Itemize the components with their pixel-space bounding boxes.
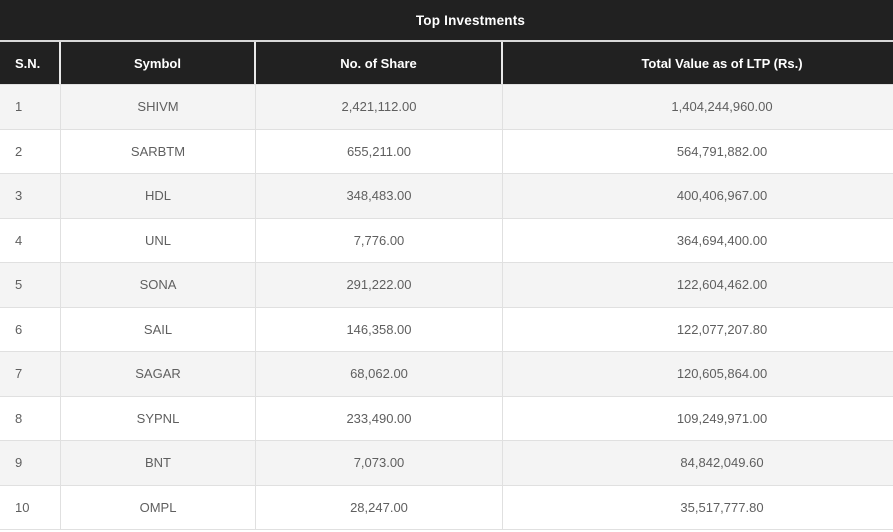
cell-sn: 9 <box>0 441 61 485</box>
cell-sn: 3 <box>0 174 61 218</box>
table-row: 5 SONA 291,222.00 122,604,462.00 <box>0 263 893 308</box>
table-row: 1 SHIVM 2,421,112.00 1,404,244,960.00 <box>0 85 893 130</box>
cell-sn: 2 <box>0 129 61 173</box>
cell-sn: 8 <box>0 396 61 440</box>
table-row: 8 SYPNL 233,490.00 109,249,971.00 <box>0 396 893 441</box>
table-row: 2 SARBTM 655,211.00 564,791,882.00 <box>0 129 893 174</box>
cell-total-value: 364,694,400.00 <box>676 232 768 248</box>
cell-total-value: 120,605,864.00 <box>676 366 768 382</box>
cell-total-value: 109,249,971.00 <box>676 410 768 426</box>
cell-sn: 5 <box>0 263 61 307</box>
cell-shares: 291,222.00 <box>256 263 503 307</box>
cell-symbol: SAIL <box>61 307 256 351</box>
table-row: 6 SAIL 146,358.00 122,077,207.80 <box>0 307 893 352</box>
cell-symbol: SHIVM <box>61 85 256 129</box>
cell-shares: 655,211.00 <box>256 129 503 173</box>
cell-symbol: SONA <box>61 263 256 307</box>
table-title: Top Investments <box>415 12 526 28</box>
table-body: 1 SHIVM 2,421,112.00 1,404,244,960.00 2 SARBT… <box>0 85 893 530</box>
cell-shares: 2,421,112.00 <box>256 85 503 129</box>
table-row: 4 UNL 7,776.00 364,694,400.00 <box>0 218 893 263</box>
column-header-total-value: Total Value as of LTP (Rs.) <box>641 55 803 71</box>
cell-shares: 233,490.00 <box>256 396 503 440</box>
cell-shares: 68,062.00 <box>256 352 503 396</box>
table-row: 9 BNT 7,073.00 84,842,049.60 <box>0 441 893 486</box>
cell-symbol: OMPL <box>61 485 256 529</box>
cell-total-value: 122,077,207.80 <box>676 321 768 337</box>
cell-sn: 7 <box>0 352 61 396</box>
cell-sn: 6 <box>0 307 61 351</box>
table-header-row: S.N. Symbol No. of Share Total Value as … <box>0 42 893 85</box>
cell-shares: 7,776.00 <box>256 218 503 262</box>
cell-total-value: 1,404,244,960.00 <box>671 99 773 115</box>
cell-symbol: UNL <box>61 218 256 262</box>
table-row: 10 OMPL 28,247.00 35,517,777.80 <box>0 485 893 530</box>
cell-shares: 28,247.00 <box>256 485 503 529</box>
table-title-bar: Top Investments <box>0 0 893 42</box>
cell-symbol: HDL <box>61 174 256 218</box>
cell-symbol: SYPNL <box>61 396 256 440</box>
column-header-symbol: Symbol <box>61 42 256 84</box>
cell-total-value: 35,517,777.80 <box>680 499 764 515</box>
cell-symbol: BNT <box>61 441 256 485</box>
table-row: 7 SAGAR 68,062.00 120,605,864.00 <box>0 352 893 397</box>
cell-shares: 348,483.00 <box>256 174 503 218</box>
cell-shares: 7,073.00 <box>256 441 503 485</box>
cell-total-value: 400,406,967.00 <box>676 188 768 204</box>
column-header-shares: No. of Share <box>256 42 503 84</box>
column-header-sn: S.N. <box>0 42 61 84</box>
cell-total-value: 122,604,462.00 <box>676 277 768 293</box>
cell-shares: 146,358.00 <box>256 307 503 351</box>
cell-sn: 4 <box>0 218 61 262</box>
cell-total-value: 84,842,049.60 <box>680 455 764 471</box>
cell-sn: 1 <box>0 85 61 129</box>
cell-symbol: SARBTM <box>61 129 256 173</box>
table-row: 3 HDL 348,483.00 400,406,967.00 <box>0 174 893 219</box>
cell-sn: 10 <box>0 485 61 529</box>
cell-total-value: 564,791,882.00 <box>676 143 768 159</box>
cell-symbol: SAGAR <box>61 352 256 396</box>
